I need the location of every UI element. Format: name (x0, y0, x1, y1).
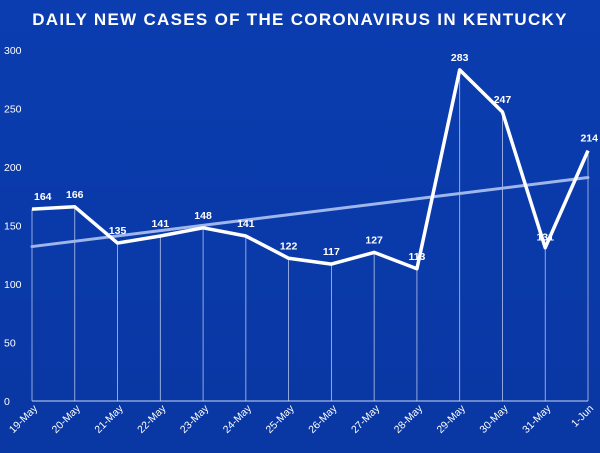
trendline (30, 176, 590, 249)
chart-title: DAILY NEW CASES OF THE CORONAVIRUS IN KE… (32, 10, 568, 29)
x-tick-label: 21-May (92, 402, 126, 436)
x-tick-label: 19-May (7, 402, 41, 436)
x-tick-label: 1-Jun (569, 403, 596, 430)
x-tick-label: 25-May (263, 402, 297, 436)
x-tick-label: 26-May (306, 402, 340, 436)
data-label: 166 (66, 189, 84, 201)
x-tick-label: 29-May (435, 402, 469, 436)
x-tick-label: 31-May (520, 402, 554, 436)
series-line (31, 68, 590, 271)
y-tick-label: 100 (4, 279, 22, 291)
data-label: 122 (280, 240, 298, 252)
y-tick-label: 250 (4, 104, 22, 116)
x-tick-label: 28-May (392, 402, 426, 436)
x-tick-label: 22-May (135, 402, 169, 436)
data-label: 247 (494, 94, 512, 106)
x-tick-label: 30-May (477, 402, 511, 436)
data-label: 164 (34, 191, 52, 203)
x-tick-label: 27-May (349, 402, 383, 436)
data-label: 283 (451, 52, 469, 64)
y-tick-label: 200 (4, 162, 22, 174)
data-label: 214 (580, 133, 598, 145)
data-label: 141 (237, 218, 255, 230)
x-tick-label: 20-May (50, 402, 84, 436)
x-tick-label: 23-May (178, 402, 212, 436)
data-label: 135 (109, 225, 127, 237)
data-label: 141 (152, 218, 170, 230)
y-tick-label: 0 (4, 396, 10, 408)
data-label: 127 (365, 234, 383, 246)
data-label: 113 (408, 251, 425, 263)
y-tick-label: 50 (4, 338, 16, 350)
data-label: 117 (323, 246, 340, 258)
y-tick-label: 300 (4, 45, 22, 57)
data-label: 131 (536, 232, 554, 244)
data-label: 148 (194, 210, 212, 222)
y-tick-label: 150 (4, 221, 22, 233)
x-tick-label: 24-May (221, 402, 255, 436)
